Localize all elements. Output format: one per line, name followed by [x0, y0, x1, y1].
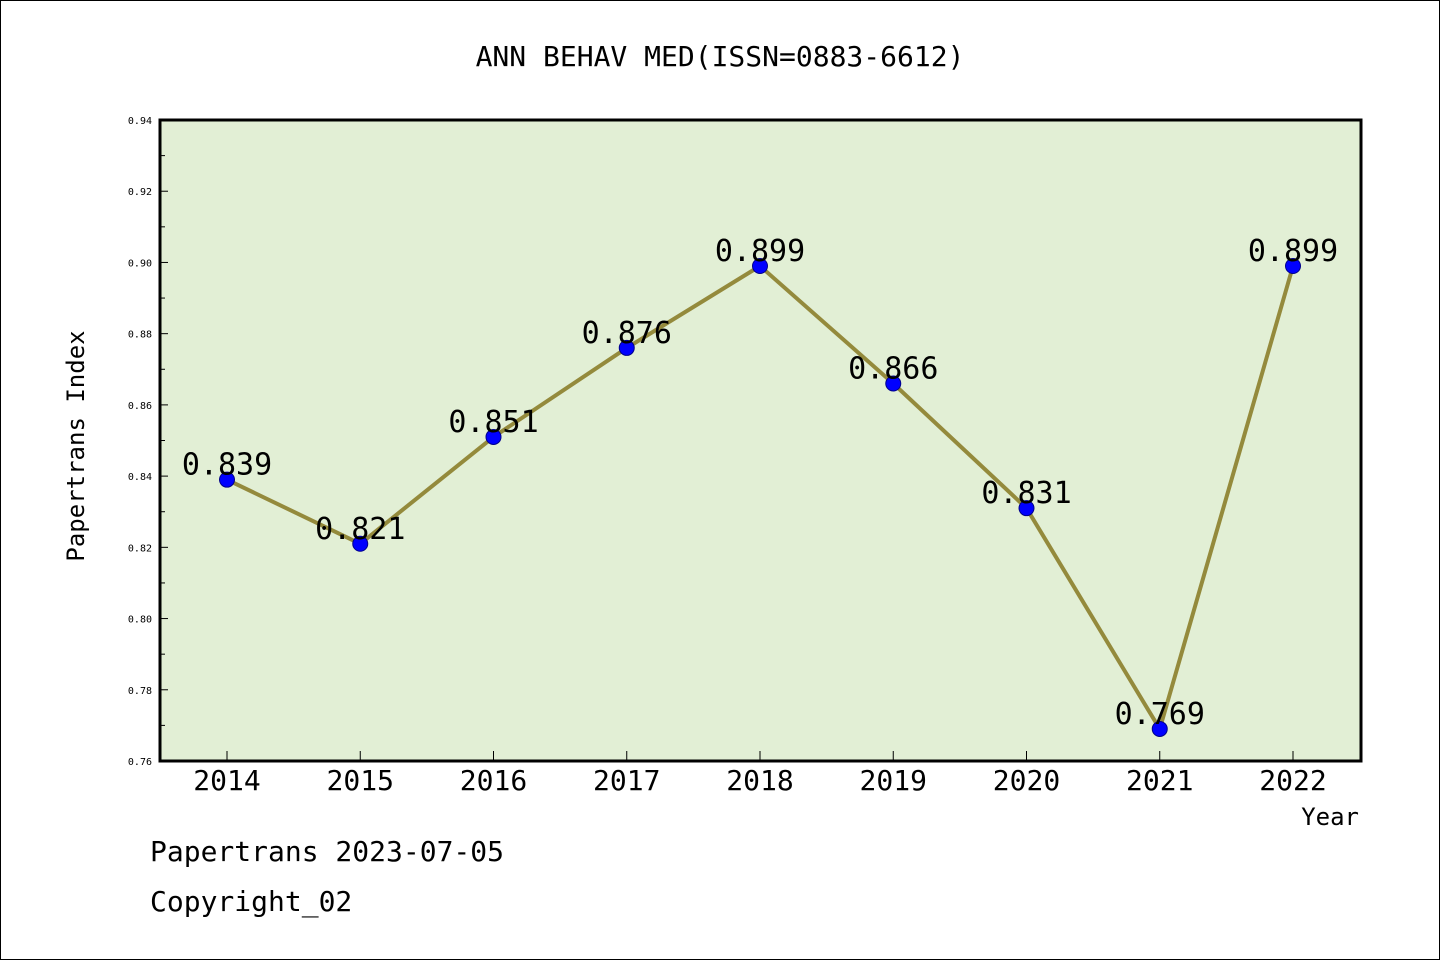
- data-label-2019: 0.866: [848, 352, 938, 387]
- x-tick-label: 2022: [1259, 764, 1326, 797]
- data-label-2014: 0.839: [182, 448, 272, 483]
- y-tick-label: 0.78: [128, 686, 152, 697]
- y-tick-label: 0.86: [128, 401, 152, 412]
- data-labels: 0.839 0.821 0.851 0.876 0.899 0.866 0.831 0.769…: [182, 234, 1338, 732]
- data-label-2021: 0.769: [1115, 697, 1205, 732]
- y-tick-label: 0.76: [128, 757, 152, 768]
- data-label-2020: 0.831: [981, 476, 1071, 511]
- y-tick-label: 0.88: [128, 330, 152, 341]
- x-tick-label: 2021: [1126, 764, 1193, 797]
- data-point-2014: [219, 471, 235, 488]
- x-tick-label: 2018: [726, 764, 793, 797]
- x-tick-label: 2019: [860, 764, 927, 797]
- y-tick-label: 0.80: [128, 615, 152, 626]
- x-tick-label: 2020: [993, 764, 1060, 797]
- data-label-2015: 0.821: [315, 512, 405, 547]
- data-label-2017: 0.876: [582, 316, 672, 351]
- chart-title: ANN BEHAV MED(ISSN=0883-6612): [476, 40, 965, 73]
- y-tick-label: 0.82: [128, 543, 152, 554]
- data-point-2015: [352, 535, 369, 552]
- series-papertrans-index: [219, 258, 1301, 737]
- y-axis-ticks: 0.76 0.78 0.80 0.82 0.84 0.86 0.88 0.90 0.92 0.94: [128, 116, 168, 768]
- plot-area: [158, 118, 1363, 763]
- data-point-2018: [752, 258, 768, 275]
- x-tick-label: 2017: [593, 764, 660, 797]
- footer-copyright: Copyright_02: [150, 885, 353, 918]
- y-tick-label: 0.84: [128, 472, 152, 483]
- y-axis-label: Papertrans Index: [62, 330, 90, 561]
- y-tick-label: 0.92: [128, 187, 152, 198]
- data-point-2016: [485, 428, 502, 445]
- data-label-2018: 0.899: [715, 234, 805, 269]
- data-point-2017: [618, 339, 635, 356]
- data-label-2016: 0.851: [448, 405, 538, 440]
- x-tick-label: 2015: [327, 764, 394, 797]
- footer-date: Papertrans 2023-07-05: [150, 835, 505, 868]
- data-point-2022: [1285, 258, 1301, 275]
- x-tick-label: 2016: [460, 764, 527, 797]
- data-point-2021: [1151, 720, 1168, 737]
- data-point-2019: [885, 375, 902, 392]
- x-axis-label: Year: [1301, 803, 1359, 831]
- y-tick-label: 0.90: [128, 258, 152, 269]
- data-label-2022: 0.899: [1248, 234, 1338, 269]
- y-tick-label: 0.94: [128, 116, 152, 127]
- x-tick-label: 2014: [193, 764, 260, 797]
- data-point-2020: [1018, 500, 1035, 517]
- x-axis-ticks: 2014 2015 2016 2017 2018 2019 2020 2021 2022: [193, 751, 1327, 797]
